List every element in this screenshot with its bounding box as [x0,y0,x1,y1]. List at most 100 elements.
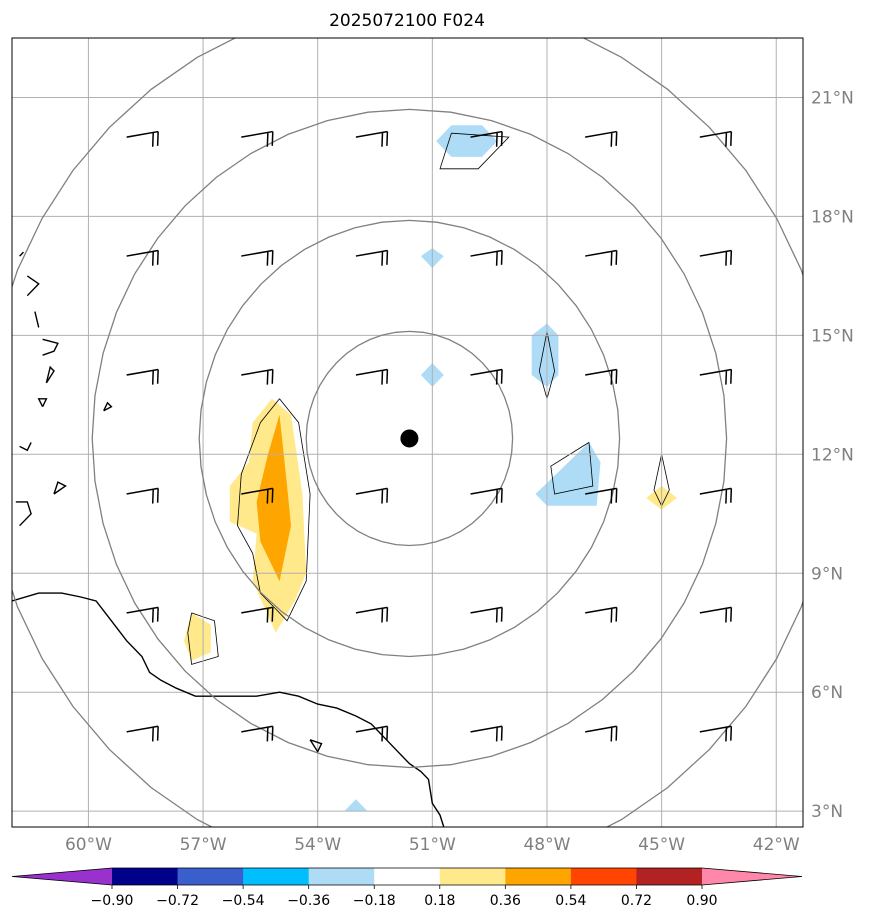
wind-barb-flag [266,132,269,147]
colorbar-tick-label: 0.90 [686,893,717,909]
wind-barb-flag [495,251,498,266]
wind-barb-flag [381,608,384,623]
wind-barb-flag [500,726,503,741]
latitude-label: 21°N [811,88,854,108]
longitude-label: 42°W [753,835,800,855]
latitude-label: 12°N [811,445,854,465]
coastline-segment [103,401,113,412]
coastline-segment [26,275,40,297]
wind-barb-flag [386,131,389,146]
wind-barb-flag [610,489,613,504]
wind-barb-flag [151,370,154,385]
wind-barb [699,725,733,742]
wind-barb-flag [730,369,733,384]
wind-barb [241,130,274,147]
wind-barb [126,249,159,266]
wind-barb-flag [500,607,503,622]
wind-barb-flag [610,608,613,623]
anomaly-contour [550,442,594,495]
longitude-label: 48°W [523,835,570,855]
wind-barb-flag [610,132,613,147]
wind-barb-flag [500,131,503,146]
wind-barb-flag [156,369,159,384]
coastline-segment [53,481,67,495]
colorbar-segment [308,868,375,885]
wind-barb-flag [386,250,389,265]
wind-barb-flag [610,727,613,742]
wind-barb-flag [156,488,159,503]
colorbar-tick-label: 0.54 [555,893,586,909]
coastline-segment [37,398,48,408]
longitude-label: 51°W [409,835,456,855]
colorbar-tick-label: −0.36 [287,893,330,909]
wind-barb [585,487,618,504]
wind-barb-flag [156,250,159,265]
positive-anomaly-0.18-0.36 [184,612,211,661]
colorbar-segment [505,868,572,885]
colorbar-tick-label: −0.54 [222,893,265,909]
colorbar-segment [636,868,703,885]
wind-barb [355,606,389,623]
wind-barb-flag [381,132,384,147]
coastline-segment [42,338,59,356]
wind-barb [241,249,274,266]
wind-barb [699,249,733,266]
colorbar-segment [374,868,441,885]
wind-barb-flag [151,727,154,742]
latitude-labels: 3°N 6°N 9°N 12°N 15°N 18°N 21°N [811,88,854,822]
wind-barb [585,368,618,385]
wind-barb [585,606,618,623]
range-ring [198,219,621,658]
wind-barb [699,130,733,147]
wind-barb [470,725,503,742]
wind-barb [241,368,274,385]
wind-barb-flag [151,608,154,623]
wind-barb [126,725,159,742]
map-panel: 3°N 6°N 9°N 12°N 15°N 18°N 21°N 60°W 57°W 54°W 51… [11,37,854,855]
wind-barb-flag [615,131,618,146]
wind-barb-flag [730,726,733,741]
coastline-segment [19,251,25,257]
wind-barb-flag [386,369,389,384]
wind-barb-flag [730,488,733,503]
longitude-label: 54°W [294,835,341,855]
coastline-segment [15,501,32,527]
wind-barb-flag [381,251,384,266]
wind-barb-flag [500,488,503,503]
negative-anomaly-0.36-0.18 [531,323,559,387]
colorbar-extend-max [702,868,802,885]
wind-barb-flag [615,607,618,622]
negative-anomaly-0.36-0.18 [344,799,368,812]
wind-barb [699,487,733,504]
colorbar-tick-label: 0.18 [424,893,455,909]
storm-center-marker [400,429,419,448]
wind-barb-flag [495,132,498,147]
range-ring [305,330,514,547]
wind-barb [470,487,503,504]
coastline-segment [34,311,40,328]
negative-anomaly-0.36-0.18 [535,442,601,506]
wind-barb-flag [266,251,269,266]
longitude-label: 60°W [65,835,112,855]
gridlines [12,38,803,827]
coastline-segment [309,739,323,754]
wind-barb-flag [156,726,159,741]
wind-barb-flag [725,727,728,742]
wind-barb-flag [271,488,274,503]
range-rings [12,38,803,827]
wind-barb [126,487,159,504]
range-ring [12,38,803,827]
wind-barb-flag [266,727,269,742]
wind-barb-flag [725,132,728,147]
longitude-label: 45°W [638,835,685,855]
wind-barb-flag [271,607,274,622]
wind-barb-flag [271,131,274,146]
wind-barb-flag [266,608,269,623]
wind-barb [355,487,389,504]
wind-barb [699,368,733,385]
longitude-labels: 60°W 57°W 54°W 51°W 48°W 45°W 42°W [65,835,800,855]
wind-barbs [126,130,733,742]
wind-barb-flag [266,489,269,504]
range-ring [91,108,728,769]
wind-barb-flag [725,251,728,266]
